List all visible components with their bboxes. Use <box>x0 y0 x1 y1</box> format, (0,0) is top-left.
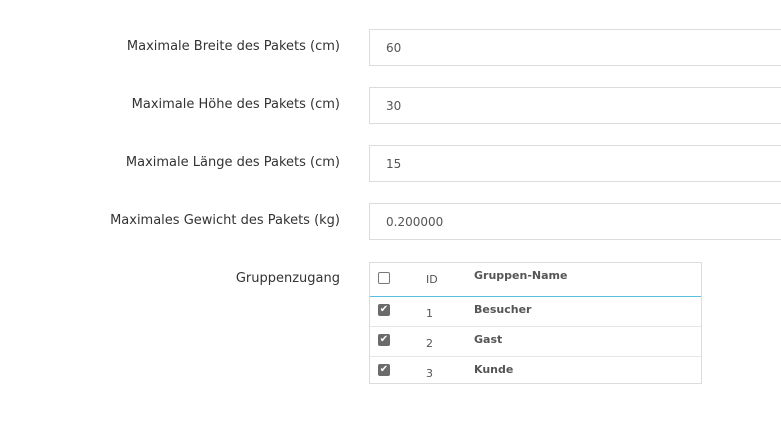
field-height-label: Maximale Höhe des Pakets (cm) <box>131 97 340 112</box>
height-input[interactable] <box>369 87 781 124</box>
row-id: 2 <box>426 337 433 350</box>
row-id: 1 <box>426 307 433 320</box>
table-row: ✔ 3 Kunde <box>370 357 701 386</box>
column-group-name[interactable]: Gruppen-Name <box>474 269 568 282</box>
group-table: ID Gruppen-Name ✔ 1 Besucher ✔ 2 Gast ✔ … <box>369 262 702 384</box>
field-weight-label: Maximales Gewicht des Pakets (kg) <box>110 213 340 228</box>
length-input[interactable] <box>369 145 781 182</box>
width-input[interactable] <box>369 29 781 66</box>
row-name: Gast <box>474 333 503 346</box>
row-checkbox[interactable]: ✔ <box>378 334 390 346</box>
table-header: ID Gruppen-Name <box>370 263 701 297</box>
weight-input[interactable] <box>369 203 781 240</box>
row-id: 3 <box>426 367 433 380</box>
row-checkbox[interactable]: ✔ <box>378 364 390 376</box>
field-width-label: Maximale Breite des Pakets (cm) <box>126 39 340 54</box>
group-access-label: Gruppenzugang <box>235 271 340 286</box>
row-name: Kunde <box>474 363 514 376</box>
table-row: ✔ 2 Gast <box>370 327 701 357</box>
row-name: Besucher <box>474 303 532 316</box>
column-id[interactable]: ID <box>426 273 438 286</box>
field-length-label: Maximale Länge des Pakets (cm) <box>125 155 340 170</box>
table-row: ✔ 1 Besucher <box>370 297 701 327</box>
row-checkbox[interactable]: ✔ <box>378 304 390 316</box>
select-all-checkbox[interactable] <box>378 272 390 284</box>
